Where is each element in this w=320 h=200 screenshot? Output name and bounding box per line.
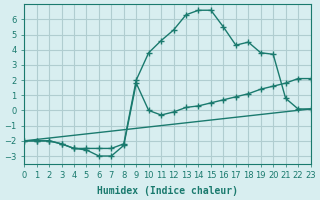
X-axis label: Humidex (Indice chaleur): Humidex (Indice chaleur): [97, 186, 238, 196]
